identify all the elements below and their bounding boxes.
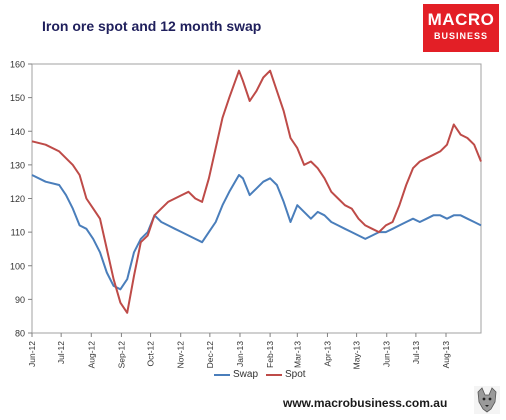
- y-tick-label: 100: [10, 261, 25, 271]
- y-tick-label: 80: [15, 329, 25, 339]
- x-tick-label: Aug-12: [86, 341, 96, 369]
- legend-item-swap: Swap: [214, 369, 258, 380]
- x-tick-label: Jul-13: [411, 341, 421, 364]
- footer-url: www.macrobusiness.com.au: [283, 396, 448, 410]
- legend-swatch-swap: [214, 373, 230, 376]
- x-tick-label: Sep-12: [116, 341, 126, 369]
- series-line-spot: [31, 69, 482, 314]
- x-tick-label: Jul-12: [56, 341, 66, 364]
- legend-item-spot: Spot: [266, 369, 306, 380]
- plot-area: [31, 63, 482, 334]
- y-tick-label: 120: [10, 194, 25, 204]
- logo-line1: MACRO: [427, 10, 495, 29]
- y-tick-label: 160: [10, 60, 25, 70]
- y-tick-label: 140: [10, 127, 25, 137]
- wolf-mascot-icon: [474, 386, 500, 414]
- logo-line2: BUSINESS: [433, 31, 488, 41]
- chart-legend: Swap Spot: [214, 369, 306, 380]
- x-tick-label: Dec-12: [205, 341, 215, 369]
- x-tick-label: Jun-12: [27, 341, 37, 367]
- legend-label-spot: Spot: [285, 369, 306, 380]
- x-tick-label: Mar-13: [292, 341, 302, 368]
- series-line-swap: [31, 174, 482, 291]
- x-tick-label: Nov-12: [176, 341, 186, 369]
- y-tick-label: 150: [10, 93, 25, 103]
- y-tick-label: 90: [15, 295, 25, 305]
- y-tick-label: 110: [11, 228, 25, 238]
- x-tick-label: Oct-12: [146, 341, 156, 367]
- x-tick-label: May-13: [352, 341, 362, 370]
- macrobusiness-logo: MACRO BUSINESS: [423, 4, 499, 52]
- x-tick-label: Feb-13: [265, 341, 275, 368]
- chart-title: Iron ore spot and 12 month swap: [42, 18, 262, 34]
- x-tick-label: Jan-13: [235, 341, 245, 367]
- x-tick-label: Jun-13: [382, 341, 392, 367]
- y-tick-label: 130: [10, 160, 25, 170]
- legend-label-swap: Swap: [233, 369, 259, 380]
- legend-swatch-spot: [266, 373, 283, 376]
- x-tick-label: Apr-13: [322, 341, 332, 367]
- x-tick-label: Aug-13: [441, 341, 451, 369]
